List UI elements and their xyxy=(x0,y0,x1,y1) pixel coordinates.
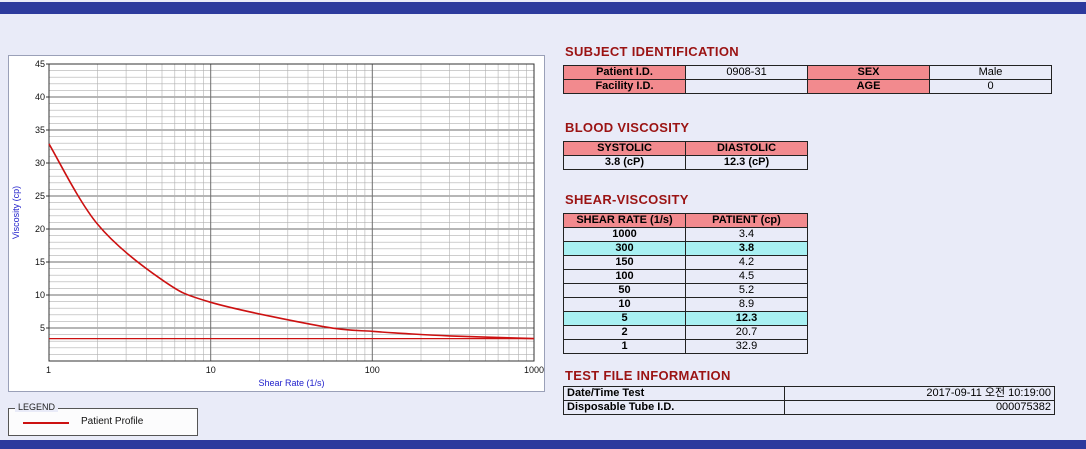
sex-value: Male xyxy=(929,65,1052,80)
table-row: 3.8 (cP) 12.3 (cP) xyxy=(563,155,808,170)
legend-line-sample xyxy=(23,422,69,424)
table-row: Disposable Tube I.D. 000075382 xyxy=(563,400,1056,415)
systolic-value: 3.8 (cP) xyxy=(563,155,686,170)
shear-value-cell: 3.8 xyxy=(685,241,808,256)
shear-value-cell: 5.2 xyxy=(685,283,808,298)
date-time-test-value: 2017-09-11 오전 10:19:00 xyxy=(783,386,1056,401)
svg-text:1: 1 xyxy=(46,365,51,375)
shear-rate-cell: 1 xyxy=(563,339,686,354)
svg-text:45: 45 xyxy=(35,59,45,69)
shear-viscosity-table: SHEAR RATE (1/s) PATIENT (cp) 1000 3.4 300… xyxy=(563,213,808,354)
age-value: 0 xyxy=(929,79,1052,94)
test-file-information-title: TEST FILE INFORMATION xyxy=(565,368,731,383)
top-blue-bar xyxy=(0,2,1086,14)
shear-row: 100 4.5 xyxy=(563,269,808,284)
shear-row: 50 5.2 xyxy=(563,283,808,298)
svg-text:10: 10 xyxy=(206,365,216,375)
shear-value-cell: 32.9 xyxy=(685,339,808,354)
shear-rate-cell: 5 xyxy=(563,311,686,326)
shear-row: 5 12.3 xyxy=(563,311,808,326)
table-row: Facility I.D. AGE 0 xyxy=(563,79,1052,94)
shear-value-cell: 20.7 xyxy=(685,325,808,340)
shear-rate-cell: 10 xyxy=(563,297,686,312)
shear-rate-cell: 50 xyxy=(563,283,686,298)
shear-rate-cell: 1000 xyxy=(563,227,686,242)
shear-value-cell: 4.2 xyxy=(685,255,808,270)
blood-viscosity-table: SYSTOLIC DIASTOLIC 3.8 (cP) 12.3 (cP) xyxy=(563,141,808,170)
shear-row: 1 32.9 xyxy=(563,339,808,354)
diastolic-value: 12.3 (cP) xyxy=(685,155,808,170)
blood-viscosity-title: BLOOD VISCOSITY xyxy=(565,120,690,135)
shear-rate-cell: 150 xyxy=(563,255,686,270)
shear-rate-cell: 100 xyxy=(563,269,686,284)
report-panel: SUBJECT IDENTIFICATION Patient I.D. 0908… xyxy=(563,44,1056,415)
legend-series-label: Patient Profile xyxy=(81,416,144,427)
shear-rate-header: SHEAR RATE (1/s) xyxy=(563,213,686,228)
patient-cp-header: PATIENT (cp) xyxy=(685,213,808,228)
table-row: Date/Time Test 2017-09-11 오전 10:19:00 xyxy=(563,386,1056,401)
subject-identification-table: Patient I.D. 0908-31 SEX Male Facility I… xyxy=(563,65,1052,94)
diastolic-header: DIASTOLIC xyxy=(685,141,808,156)
svg-text:1000: 1000 xyxy=(524,365,544,375)
table-row: Patient I.D. 0908-31 SEX Male xyxy=(563,65,1052,80)
shear-value-cell: 3.4 xyxy=(685,227,808,242)
shear-value-cell: 12.3 xyxy=(685,311,808,326)
disposable-tube-id-value: 000075382 xyxy=(783,400,1056,415)
shear-row: 1000 3.4 xyxy=(563,227,808,242)
shear-value-cell: 8.9 xyxy=(685,297,808,312)
shear-value-cell: 4.5 xyxy=(685,269,808,284)
viscosity-chart-panel: 5 10 15 20 25 30 35 40 45 1 10 100 1000 Shear Rate (1… xyxy=(8,55,545,392)
svg-text:20: 20 xyxy=(35,224,45,234)
shear-row: 2 20.7 xyxy=(563,325,808,340)
svg-text:5: 5 xyxy=(40,323,45,333)
patient-id-value: 0908-31 xyxy=(685,65,808,80)
svg-text:35: 35 xyxy=(35,125,45,135)
patient-id-label: Patient I.D. xyxy=(563,65,686,80)
svg-text:100: 100 xyxy=(365,365,380,375)
shear-rate-cell: 2 xyxy=(563,325,686,340)
shear-row: 300 3.8 xyxy=(563,241,808,256)
svg-text:10: 10 xyxy=(35,290,45,300)
age-label: AGE xyxy=(807,79,930,94)
sex-label: SEX xyxy=(807,65,930,80)
legend-title: LEGEND xyxy=(15,402,59,412)
svg-text:Viscosity (cp): Viscosity (cp) xyxy=(11,186,21,239)
subject-identification-title: SUBJECT IDENTIFICATION xyxy=(565,44,739,59)
svg-text:25: 25 xyxy=(35,191,45,201)
chart-legend: LEGEND Patient Profile xyxy=(8,402,198,436)
shear-row: 150 4.2 xyxy=(563,255,808,270)
svg-text:40: 40 xyxy=(35,92,45,102)
facility-id-value xyxy=(685,79,808,94)
date-time-test-label: Date/Time Test xyxy=(563,386,785,401)
svg-text:15: 15 xyxy=(35,257,45,267)
disposable-tube-id-label: Disposable Tube I.D. xyxy=(563,400,785,415)
shear-table-body: SHEAR RATE (1/s) PATIENT (cp) 1000 3.4 300… xyxy=(563,213,808,354)
shear-rate-cell: 300 xyxy=(563,241,686,256)
viscosity-chart: 5 10 15 20 25 30 35 40 45 1 10 100 1000 Shear Rate (1… xyxy=(11,59,544,388)
bottom-blue-bar xyxy=(0,440,1086,449)
facility-id-label: Facility I.D. xyxy=(563,79,686,94)
svg-text:Shear Rate (1/s): Shear Rate (1/s) xyxy=(258,378,324,388)
test-file-table: Date/Time Test 2017-09-11 오전 10:19:00 Di… xyxy=(563,386,1056,415)
shear-viscosity-title: SHEAR-VISCOSITY xyxy=(565,192,689,207)
table-row: SHEAR RATE (1/s) PATIENT (cp) xyxy=(563,213,808,228)
shear-row: 10 8.9 xyxy=(563,297,808,312)
svg-text:30: 30 xyxy=(35,158,45,168)
systolic-header: SYSTOLIC xyxy=(563,141,686,156)
table-row: SYSTOLIC DIASTOLIC xyxy=(563,141,808,156)
